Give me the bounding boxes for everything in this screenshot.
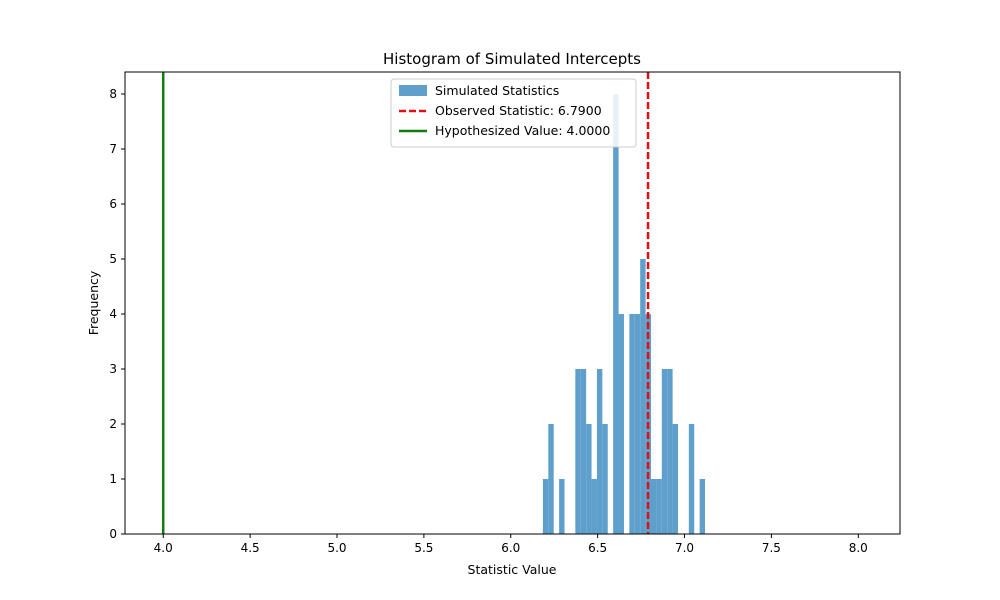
x-tick-label: 4.5 [241, 541, 260, 555]
legend-label-simulated: Simulated Statistics [435, 83, 559, 98]
histogram-bar [688, 424, 695, 534]
y-axis-label: Frequency [86, 270, 101, 335]
histogram-bar [596, 369, 603, 534]
histogram-bar [629, 314, 635, 534]
y-tick-label: 6 [109, 197, 117, 211]
y-tick-label: 3 [109, 362, 117, 376]
y-tick-label: 8 [109, 87, 117, 101]
legend-label-hypothesized: Hypothesized Value: 4.0000 [435, 123, 610, 138]
histogram-bar [591, 479, 597, 534]
histogram-bar [542, 479, 549, 534]
histogram-bar [618, 314, 624, 534]
histogram-bar [672, 424, 679, 534]
y-tick-label: 0 [109, 527, 117, 541]
histogram-bars [542, 94, 706, 534]
histogram-bar [650, 479, 657, 534]
histogram-bar [634, 314, 641, 534]
y-tick-label: 2 [109, 417, 117, 431]
x-tick-label: 4.0 [154, 541, 173, 555]
histogram-bar [548, 424, 554, 534]
plot-area-frame [124, 71, 901, 535]
y-tick-label: 4 [109, 307, 117, 321]
x-tick-label: 5.0 [327, 541, 346, 555]
histogram-bar [559, 479, 565, 534]
x-tick-label: 6.5 [588, 541, 607, 555]
x-tick-label: 6.0 [501, 541, 520, 555]
legend-label-observed: Observed Statistic: 6.7900 [435, 103, 602, 118]
histogram-bar [613, 94, 619, 534]
histogram-bar [656, 479, 662, 534]
histogram-bar [575, 369, 581, 534]
histogram-bar [667, 369, 673, 534]
legend-box [390, 78, 637, 148]
x-tick-label: 8.0 [849, 541, 868, 555]
y-axis-ticks: 0 1 2 3 4 5 6 7 8 [109, 87, 125, 541]
histogram-bar [602, 424, 608, 534]
reference-lines [161, 72, 650, 534]
x-axis-label: Statistic Value [468, 562, 557, 577]
x-axis-ticks: 4.0 4.5 5.0 5.5 6.0 6.5 7.0 7.5 8.0 [154, 534, 868, 555]
histogram-bar [586, 424, 592, 534]
x-tick-label: 7.5 [762, 541, 781, 555]
chart-title: Histogram of Simulated Intercepts [383, 50, 641, 68]
x-tick-label: 7.0 [675, 541, 694, 555]
histogram-bar [640, 259, 646, 534]
y-tick-label: 5 [109, 252, 117, 266]
histogram-bar [699, 479, 706, 534]
legend-swatch-simulated [399, 85, 427, 96]
histogram-bar [661, 369, 668, 534]
y-tick-label: 1 [109, 472, 117, 486]
legend: Simulated Statistics Observed Statistic:… [390, 78, 637, 148]
histogram-bar [580, 369, 587, 534]
x-tick-label: 5.5 [414, 541, 433, 555]
y-tick-label: 7 [109, 142, 117, 156]
